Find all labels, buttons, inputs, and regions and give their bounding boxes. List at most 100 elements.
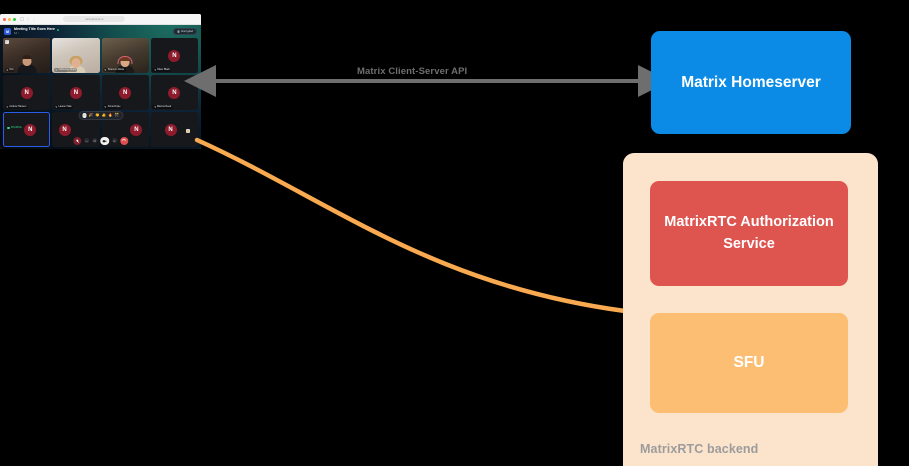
recording-dot-icon — [7, 126, 10, 130]
tile-name-badge: Catherine Jones — [53, 68, 78, 72]
tile-name-badge: Fiona Doyle — [103, 105, 122, 109]
address-bar[interactable]: call.element.io — [63, 16, 126, 22]
microphone-icon — [6, 69, 8, 71]
room-title-row: Meeting Title Goes Here — [14, 26, 59, 32]
reactions-button[interactable]: ☺ — [111, 138, 117, 144]
video-tile[interactable]: Catherine Jones — [52, 38, 100, 73]
avatar: N — [58, 123, 71, 136]
address-bar-url: call.element.io — [85, 17, 104, 21]
raise-hand-icon[interactable]: ✋ — [186, 129, 190, 133]
camera-icon — [102, 139, 107, 142]
traffic-lights[interactable] — [3, 17, 16, 21]
encryption-badge[interactable]: Encrypted — [172, 27, 197, 36]
reaction-option[interactable]: 👏 — [95, 112, 100, 117]
new-tab-icon[interactable] — [187, 17, 191, 30]
sfu-box[interactable]: SFU — [650, 313, 848, 413]
video-tile[interactable]: ⤢ Tom — [3, 38, 51, 73]
tile-name-badge: Oliver Black — [152, 68, 172, 72]
matrixrtc-authorization-service-label: MatrixRTC Authorization Service — [664, 214, 834, 252]
emoji-picker-icon[interactable]: ☺ — [81, 113, 87, 118]
microphone-muted-icon — [6, 105, 9, 108]
matrix-homeserver-label: Matrix Homeserver — [681, 73, 821, 91]
video-stream — [3, 38, 51, 73]
video-tile[interactable]: N Oliver Black — [150, 38, 198, 73]
tile-name: Fiona Doyle — [107, 105, 121, 109]
reaction-option[interactable]: 🎊 — [114, 112, 120, 117]
tile-name-badge: Tom — [4, 68, 16, 72]
video-tile[interactable]: N Fiona Doyle — [101, 75, 149, 110]
sfu-label: SFU — [733, 354, 765, 371]
matrix-homeserver-box[interactable]: Matrix Homeserver — [651, 31, 851, 134]
browser-chrome: call.element.io — [0, 14, 201, 30]
tile-name: Tom — [9, 68, 14, 72]
tile-name: Marcus Reed — [157, 105, 172, 109]
video-tile[interactable]: N Andrew Hansen — [3, 75, 51, 110]
tile-name: Oliver Black — [157, 68, 170, 72]
camera-button[interactable] — [100, 136, 109, 145]
video-stream — [101, 38, 149, 73]
browser-right-icons[interactable] — [180, 17, 198, 30]
maximize-window-icon[interactable] — [13, 17, 16, 21]
more-options-button[interactable]: ⋯ — [84, 138, 90, 144]
video-tile[interactable]: N ✋ — [150, 112, 198, 147]
tile-name-badge: Marcus Reed — [152, 105, 173, 109]
video-tile[interactable]: N Marcus Reed — [150, 75, 198, 110]
screen-share-button[interactable]: ▭ — [92, 138, 98, 144]
microphone-muted-icon — [75, 139, 79, 143]
minimize-window-icon[interactable] — [8, 17, 11, 21]
matrixrtc-authorization-service-box[interactable]: MatrixRTC Authorization Service — [650, 181, 848, 286]
microphone-muted-icon — [104, 105, 107, 108]
share-icon[interactable] — [180, 17, 184, 30]
video-tile[interactable]: N — [52, 112, 100, 147]
reaction-option[interactable]: 🎉 — [88, 112, 94, 117]
reaction-option[interactable]: 🔥 — [108, 112, 113, 117]
microphone-muted-icon — [55, 105, 58, 108]
reaction-picker-bar[interactable]: ☺ 🎉 👏 👍 🔥 🎊 — [77, 111, 124, 121]
matrixrtc-backend-label: MatrixRTC backend — [640, 442, 759, 456]
hangup-icon — [121, 139, 127, 141]
microphone-muted-icon — [153, 105, 156, 108]
avatar: N — [164, 123, 177, 136]
element-call-browser-window[interactable]: call.element.io M Meeting Title Goes Her… — [0, 14, 201, 149]
avatar: N — [168, 86, 181, 99]
screenshare-label: SHARING — [10, 126, 22, 130]
microphone-off-button[interactable] — [72, 136, 82, 145]
call-control-bar[interactable]: ⋯ ▭ ☺ — [72, 136, 129, 145]
tabs-overview-icon[interactable] — [194, 17, 198, 30]
close-window-icon[interactable] — [3, 17, 6, 21]
room-info: Meeting Title Goes Here 12 ↑ — [14, 26, 59, 35]
tile-name: Shannon Rowe — [107, 68, 125, 72]
browser-nav-icons[interactable] — [20, 17, 36, 21]
sidebar-toggle-icon[interactable] — [20, 17, 24, 21]
screenshare-badge: SHARING — [6, 126, 23, 130]
forward-icon[interactable] — [32, 17, 36, 21]
avatar: N — [69, 86, 82, 99]
room-title: Meeting Title Goes Here — [14, 26, 55, 31]
call-header: M Meeting Title Goes Here 12 ↑ Encrypted — [0, 25, 201, 38]
pin-icon[interactable]: ⤢ — [4, 39, 9, 44]
tile-name-badge: Shannon Rowe — [103, 68, 126, 72]
element-call-app[interactable]: M Meeting Title Goes Here 12 ↑ Encrypted — [0, 25, 201, 149]
live-indicator-icon — [56, 28, 59, 31]
room-avatar: M — [4, 28, 11, 35]
microphone-muted-icon — [55, 68, 58, 71]
video-tile[interactable]: N Lauren Hale — [52, 75, 100, 110]
tile-name-badge: Lauren Hale — [53, 105, 73, 109]
video-grid: ⤢ Tom Catherine Jones — [3, 38, 198, 147]
hangup-button[interactable] — [119, 136, 129, 145]
matrixrtc-connection-curve — [194, 137, 628, 314]
encryption-badge-label: Encrypted — [181, 30, 193, 33]
avatar: N — [130, 123, 143, 136]
avatar: N — [24, 123, 37, 136]
video-stream — [52, 38, 100, 73]
avatar: N — [20, 86, 33, 99]
video-tile[interactable]: SHARING N — [3, 112, 51, 147]
reaction-option[interactable]: 👍 — [101, 112, 107, 117]
back-icon[interactable] — [26, 17, 30, 21]
avatar: N — [168, 49, 181, 62]
client-server-arrow-label: Matrix Client-Server API — [357, 66, 468, 77]
microphone-muted-icon — [104, 68, 107, 71]
tile-name: Andrew Hansen — [9, 105, 27, 109]
tile-name: Lauren Hale — [58, 105, 72, 109]
video-tile[interactable]: Shannon Rowe — [101, 38, 149, 73]
